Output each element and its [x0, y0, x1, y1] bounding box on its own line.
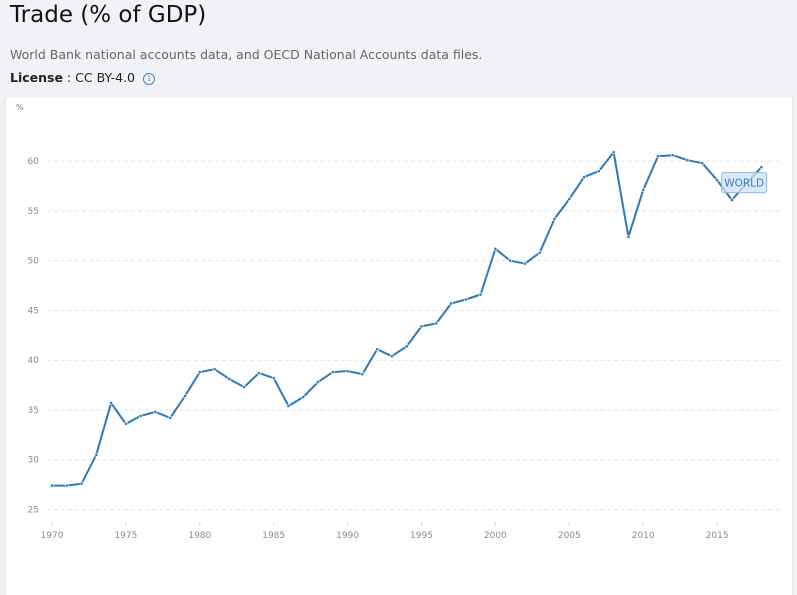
- y-tick-label-50: 50: [28, 257, 40, 267]
- x-tick-label-1975: 1975: [114, 531, 137, 541]
- data-point-2009: [626, 234, 631, 239]
- data-point-1974: [109, 401, 114, 405]
- y-tick-label-60: 60: [28, 157, 40, 167]
- data-point-2003: [537, 250, 542, 255]
- series-label-world: WORLD: [721, 172, 768, 194]
- data-point-2002: [523, 261, 527, 266]
- y-axis-unit-label: %: [16, 103, 24, 112]
- license-value: CC BY-4.0: [75, 70, 136, 85]
- data-point-1980: [197, 370, 202, 375]
- x-tick-label-2015: 2015: [706, 531, 729, 541]
- data-point-1988: [316, 380, 320, 384]
- data-point-1977: [153, 410, 158, 414]
- data-point-1979: [183, 394, 187, 398]
- data-point-1994: [404, 344, 409, 349]
- data-point-1996: [434, 321, 439, 326]
- y-tick-label-40: 40: [28, 356, 40, 366]
- data-point-1972: [79, 481, 84, 486]
- data-point-1983: [242, 385, 247, 389]
- data-point-2015: [715, 178, 720, 183]
- data-point-1987: [301, 395, 306, 399]
- x-tick-label-1970: 1970: [41, 531, 64, 541]
- data-point-1985: [271, 376, 276, 381]
- x-tick-label-2005: 2005: [558, 531, 581, 541]
- info-icon[interactable]: i: [143, 73, 156, 85]
- data-point-1989: [330, 370, 335, 375]
- data-point-1971: [64, 483, 69, 488]
- series-line-world: [52, 151, 763, 487]
- data-point-1990: [345, 369, 350, 374]
- data-point-1991: [360, 372, 365, 377]
- data-point-2008: [611, 150, 616, 155]
- license-label: License: [10, 70, 63, 85]
- annotation-layer: WORLD: [721, 172, 768, 194]
- data-point-1975: [124, 421, 128, 426]
- x-tick-label-2010: 2010: [632, 531, 655, 541]
- y-axis-ticks: 25 30 35 40 45 50 55 60: [28, 157, 40, 515]
- data-point-2016: [729, 198, 734, 202]
- data-point-2004: [552, 217, 557, 221]
- data-point-2006: [582, 175, 586, 180]
- data-point-2014: [700, 161, 705, 166]
- series-label-box: [721, 172, 768, 194]
- x-tick-label-1985: 1985: [262, 531, 285, 541]
- data-point-2000: [493, 246, 498, 251]
- data-point-1970: [50, 483, 54, 488]
- data-point-2011: [656, 154, 660, 159]
- data-point-1973: [94, 452, 99, 457]
- data-point-1976: [138, 414, 143, 418]
- data-point-2013: [685, 158, 690, 163]
- series-layer: [50, 150, 764, 488]
- data-point-1978: [168, 416, 173, 420]
- x-tick-label-2000: 2000: [484, 531, 507, 541]
- data-point-1992: [375, 347, 380, 352]
- data-point-1993: [390, 354, 394, 359]
- y-tick-label-25: 25: [28, 505, 39, 515]
- series-label-text: WORLD: [724, 178, 764, 190]
- x-tick-label-1980: 1980: [188, 531, 211, 541]
- data-point-2001: [508, 258, 513, 263]
- y-tick-label-45: 45: [28, 306, 39, 316]
- page-title: Trade (% of GDP): [10, 2, 207, 28]
- data-point-2007: [596, 169, 601, 174]
- license-separator: :: [62, 70, 76, 85]
- data-point-1999: [478, 292, 483, 297]
- x-tick-label-1995: 1995: [410, 531, 433, 541]
- license-line: License : CC BY-4.0 i: [10, 70, 156, 85]
- source-note: World Bank national accounts data, and O…: [10, 47, 483, 62]
- data-point-1984: [257, 371, 261, 376]
- data-point-2005: [567, 197, 572, 201]
- chart-panel: [5, 98, 793, 595]
- x-tick-label-1990: 1990: [336, 531, 359, 541]
- x-axis-ticks: 1970 1975 1980 1985 1990 1995 2000 2005 2010 2015: [41, 522, 729, 541]
- data-point-1981: [212, 367, 217, 372]
- data-point-2018: [759, 165, 764, 170]
- data-point-1986: [286, 404, 291, 408]
- y-tick-label-30: 30: [28, 456, 40, 466]
- data-point-2012: [670, 153, 675, 158]
- data-point-1982: [227, 377, 232, 382]
- y-tick-label-35: 35: [28, 406, 39, 416]
- data-point-1995: [419, 324, 424, 329]
- data-point-2010: [641, 188, 646, 192]
- data-point-1997: [449, 301, 453, 306]
- y-tick-label-55: 55: [28, 207, 39, 217]
- gridlines: [47, 160, 781, 510]
- data-point-1998: [463, 297, 468, 302]
